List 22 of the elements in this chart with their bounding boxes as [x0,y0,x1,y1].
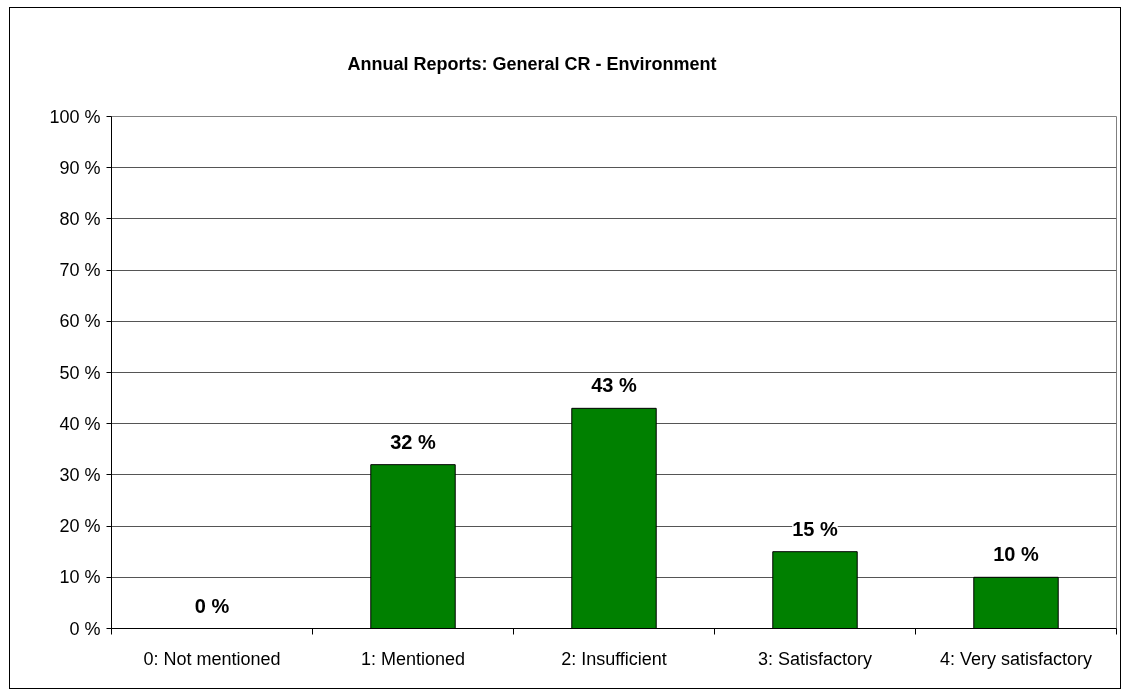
y-tick-label: 80 % [59,208,101,229]
y-tick-label: 30 % [59,464,101,485]
x-tick-label: 4: Very satisfactory [939,648,1093,669]
y-tick-label: 20 % [59,516,101,537]
y-tick-label: 40 % [59,413,101,434]
chart-title: Annual Reports: General CR - Environment [347,53,717,74]
data-label: 0 % [194,594,230,617]
x-tick-label: 1: Mentioned [360,648,466,669]
y-tick-label: 100 % [49,106,101,127]
y-tick-label: 0 % [69,618,101,639]
y-tick-label: 10 % [59,567,101,588]
x-tick-label: 3: Satisfactory [757,648,873,669]
x-tick-label: 0: Not mentioned [143,648,281,669]
y-tick-label: 70 % [59,260,101,281]
data-label: 32 % [390,430,437,453]
data-label: 15 % [792,517,839,540]
data-label: 10 % [993,543,1040,566]
y-tick-label: 60 % [59,311,101,332]
y-tick-label: 50 % [59,362,101,383]
data-label: 43 % [591,374,638,397]
x-tick-label: 2: Insufficient [561,648,667,669]
y-tick-label: 90 % [59,157,101,178]
